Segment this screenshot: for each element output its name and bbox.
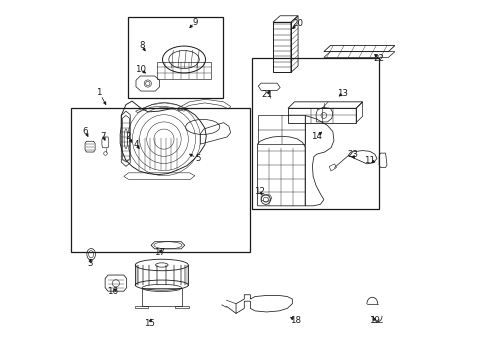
Text: 20: 20	[293, 19, 304, 28]
Text: 14: 14	[311, 132, 322, 141]
Text: 19: 19	[369, 316, 380, 325]
Text: 10: 10	[135, 65, 146, 74]
Text: 4: 4	[134, 140, 140, 149]
Text: 22: 22	[373, 54, 384, 63]
Text: 7: 7	[100, 132, 106, 141]
Text: 8: 8	[139, 41, 145, 50]
Text: 12: 12	[254, 187, 265, 196]
Text: 13: 13	[337, 89, 348, 98]
Text: 1: 1	[97, 87, 102, 96]
Text: 6: 6	[83, 127, 88, 136]
Bar	[128, 17, 223, 98]
Text: 16: 16	[107, 287, 118, 296]
Text: 5: 5	[195, 154, 200, 163]
Bar	[252, 58, 379, 209]
Text: 23: 23	[347, 150, 358, 159]
Text: 11: 11	[364, 156, 375, 165]
Text: 17: 17	[154, 248, 165, 257]
Bar	[71, 108, 250, 252]
Text: 18: 18	[291, 316, 301, 325]
Text: 9: 9	[192, 18, 197, 27]
Text: 2: 2	[126, 132, 131, 141]
Text: 15: 15	[144, 319, 155, 328]
Text: 21: 21	[261, 90, 272, 99]
Text: 3: 3	[87, 259, 93, 268]
